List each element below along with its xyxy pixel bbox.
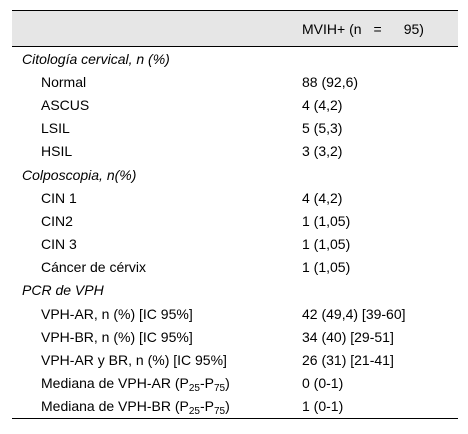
subscript-25: 25: [188, 406, 200, 418]
table-row: CIN 3 1 (1,05): [12, 233, 458, 256]
label-prefix: Mediana de VPH-BR (P: [41, 398, 189, 415]
row-value: 5 (5,3): [302, 120, 343, 137]
table-row: Cáncer de cérvix 1 (1,05): [12, 256, 458, 279]
table-row: VPH-AR, n (%) [IC 95%] 42 (49,4) [39-60]: [12, 302, 458, 325]
row-label: VPH-AR, n (%) [IC 95%]: [41, 305, 193, 322]
label-suffix: ): [225, 398, 230, 415]
row-value: 4 (4,2): [302, 189, 343, 206]
table-header-row: MVIH+ (n = 95): [12, 10, 458, 47]
label-mid: -P: [199, 375, 214, 392]
table-row: LSIL 5 (5,3): [12, 117, 458, 140]
label-mid: -P: [199, 398, 214, 415]
row-value: 42 (49,4) [39-60]: [302, 305, 406, 322]
section-row: PCR de VPH: [12, 279, 458, 302]
subscript-75: 75: [213, 406, 226, 418]
results-table-container: MVIH+ (n = 95) Citología cervical, n (%) N…: [12, 10, 458, 419]
row-value: 0 (0-1): [302, 375, 344, 392]
row-label: HSIL: [41, 143, 73, 160]
row-value: 1 (1,05): [302, 236, 351, 253]
header-label: MVIH+ (n: [302, 20, 362, 37]
row-label: Normal: [41, 73, 87, 90]
header-empty-cell: [12, 11, 302, 47]
row-label: CIN2: [41, 212, 73, 229]
row-label: CIN 1: [41, 189, 77, 206]
label-prefix: Mediana de VPH-AR (P: [41, 375, 189, 392]
table-row: ASCUS 4 (4,2): [12, 93, 458, 116]
row-value: 34 (40) [29-51]: [302, 328, 394, 345]
row-value: 26 (31) [21-41]: [302, 352, 394, 369]
table-row: CIN 1 4 (4,2): [12, 186, 458, 209]
header-count: 95): [403, 20, 424, 37]
row-label: CIN 3: [41, 236, 77, 253]
row-label-median-br: Mediana de VPH-BR (P25-P75): [12, 394, 302, 419]
row-label-median-ar: Mediana de VPH-AR (P25-P75): [12, 372, 302, 395]
table-row: Normal 88 (92,6): [12, 70, 458, 93]
row-value: 1 (1,05): [302, 212, 351, 229]
label-suffix: ): [225, 375, 230, 392]
row-label: Cáncer de cérvix: [41, 259, 147, 276]
header-group-cell: MVIH+ (n = 95): [302, 11, 458, 47]
subscript-75: 75: [213, 383, 226, 395]
row-value: 1 (1,05): [302, 259, 351, 276]
results-table: MVIH+ (n = 95) Citología cervical, n (%) N…: [12, 10, 458, 419]
row-value: 1 (0-1): [302, 394, 458, 419]
row-value: 4 (4,2): [302, 96, 343, 113]
row-label: VPH-AR y BR, n (%) [IC 95%]: [41, 352, 227, 369]
section-row: Citología cervical, n (%): [12, 47, 458, 71]
table-row: CIN2 1 (1,05): [12, 209, 458, 232]
row-label: LSIL: [41, 120, 70, 137]
table-row: Mediana de VPH-BR (P25-P75) 1 (0-1): [12, 394, 458, 419]
row-value: 88 (92,6): [302, 73, 359, 90]
section-title-cytology: Citología cervical, n (%): [22, 50, 170, 67]
row-label: VPH-BR, n (%) [IC 95%]: [41, 328, 193, 345]
row-value: 3 (3,2): [302, 143, 343, 160]
row-label: ASCUS: [41, 96, 90, 113]
table-row: VPH-BR, n (%) [IC 95%] 34 (40) [29-51]: [12, 325, 458, 348]
section-title-colposcopy: Colposcopia, n(%): [22, 166, 137, 183]
subscript-25: 25: [188, 383, 200, 395]
table-row: VPH-AR y BR, n (%) [IC 95%] 26 (31) [21-…: [12, 348, 458, 371]
section-title-pcr: PCR de VPH: [22, 282, 104, 299]
table-row: HSIL 3 (3,2): [12, 140, 458, 163]
table-row: Mediana de VPH-AR (P25-P75) 0 (0-1): [12, 372, 458, 395]
header-equals: =: [373, 20, 382, 37]
section-row: Colposcopia, n(%): [12, 163, 458, 186]
